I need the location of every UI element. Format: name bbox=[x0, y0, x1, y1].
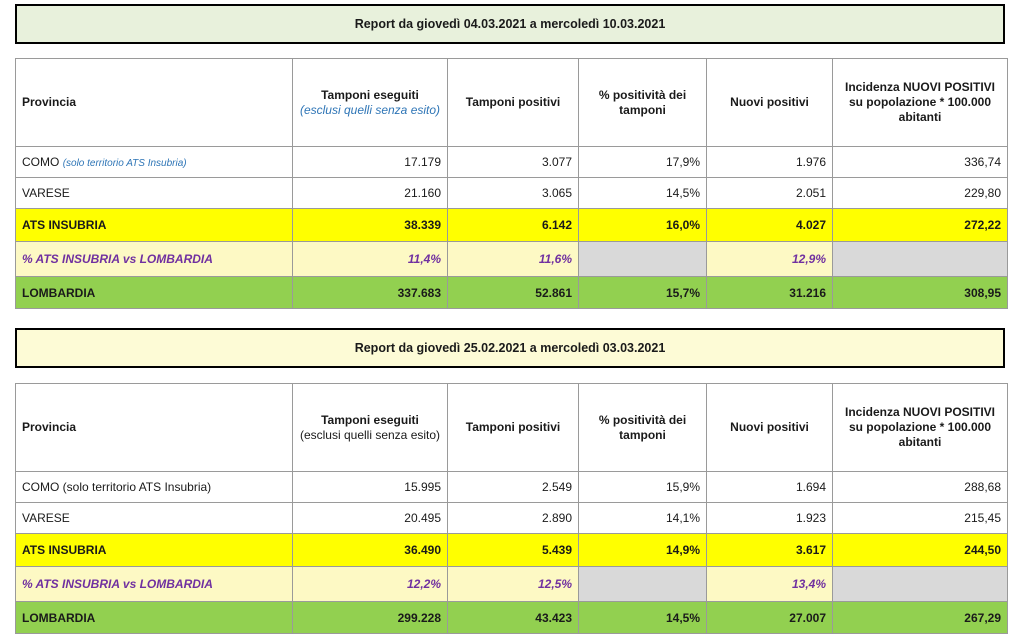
cell-tamponi-eseguiti: 17.179 bbox=[292, 146, 448, 178]
cell-nuovi-positivi: 2.051 bbox=[706, 177, 833, 209]
cell-tamponi-positivi: 52.861 bbox=[447, 276, 579, 309]
cell-provincia: COMO (solo territorio ATS Insubria) bbox=[15, 471, 293, 503]
cell-positivita: 16,0% bbox=[578, 208, 707, 242]
cell-provincia: ATS INSUBRIA bbox=[15, 208, 293, 242]
cell-nuovi-positivi: 27.007 bbox=[706, 601, 833, 634]
table-row-pct-vs-lombardia: % ATS INSUBRIA vs LOMBARDIA 12,2% 12,5% … bbox=[15, 566, 1008, 602]
cell-incidenza: 215,45 bbox=[832, 502, 1008, 534]
cell-nuovi-positivi: 31.216 bbox=[706, 276, 833, 309]
cell-positivita: 15,7% bbox=[578, 276, 707, 309]
cell-nuovi-positivi: 4.027 bbox=[706, 208, 833, 242]
table-row-como: COMO (solo territorio ATS Insubria) 17.1… bbox=[15, 146, 1008, 178]
cell-positivita: 14,5% bbox=[578, 177, 707, 209]
cell-tamponi-positivi: 2.890 bbox=[447, 502, 579, 534]
cell-tamponi-eseguiti: 36.490 bbox=[292, 533, 448, 567]
cell-provincia: LOMBARDIA bbox=[15, 276, 293, 309]
header-tamponi-eseguiti-label: Tamponi eseguiti bbox=[321, 87, 419, 102]
header-tamponi-eseguiti-note: (esclusi quelli senza esito) bbox=[299, 427, 441, 442]
header-tamponi-eseguiti-label: Tamponi eseguiti bbox=[321, 412, 419, 427]
report-table-2: Provincia Tamponi eseguiti (esclusi quell… bbox=[15, 383, 1008, 634]
cell-provincia: ATS INSUBRIA bbox=[15, 533, 293, 567]
cell-tamponi-eseguiti: 337.683 bbox=[292, 276, 448, 309]
cell-nuovi-positivi: 1.976 bbox=[706, 146, 833, 178]
cell-incidenza: 272,22 bbox=[832, 208, 1008, 242]
report-table-1: Provincia Tamponi eseguiti (esclusi quell… bbox=[15, 58, 1008, 309]
header-nuovi-positivi: Nuovi positivi bbox=[706, 58, 833, 147]
header-provincia: Provincia bbox=[15, 383, 293, 472]
header-tamponi-eseguiti-note: (esclusi quelli senza esito) bbox=[299, 102, 441, 117]
cell-tamponi-eseguiti: 299.228 bbox=[292, 601, 448, 634]
cell-nuovi-positivi: 13,4% bbox=[706, 566, 833, 602]
cell-nuovi-positivi: 1.923 bbox=[706, 502, 833, 534]
cell-tamponi-positivi: 3.065 bbox=[447, 177, 579, 209]
cell-provincia: % ATS INSUBRIA vs LOMBARDIA bbox=[15, 566, 293, 602]
cell-tamponi-positivi: 2.549 bbox=[447, 471, 579, 503]
header-tamponi-eseguiti: Tamponi eseguiti (esclusi quelli senza es… bbox=[292, 58, 448, 147]
cell-tamponi-eseguiti: 15.995 bbox=[292, 471, 448, 503]
table-row-varese: VARESE 20.495 2.890 14,1% 1.923 215,45 bbox=[15, 502, 1008, 534]
cell-incidenza: 336,74 bbox=[832, 146, 1008, 178]
table-row-como: COMO (solo territorio ATS Insubria) 15.9… bbox=[15, 471, 1008, 503]
cell-tamponi-positivi: 6.142 bbox=[447, 208, 579, 242]
report-title-1: Report da giovedì 04.03.2021 a mercoledì… bbox=[15, 4, 1005, 44]
header-incidenza: Incidenza NUOVI POSITIVI su popolazione … bbox=[832, 383, 1008, 472]
cell-positivita: 14,1% bbox=[578, 502, 707, 534]
header-positivita: % positività dei tamponi bbox=[578, 383, 707, 472]
cell-positivita: 14,5% bbox=[578, 601, 707, 634]
cell-tamponi-positivi: 11,6% bbox=[447, 241, 579, 277]
table-row-varese: VARESE 21.160 3.065 14,5% 2.051 229,80 bbox=[15, 177, 1008, 209]
cell-tamponi-positivi: 3.077 bbox=[447, 146, 579, 178]
header-incidenza: Incidenza NUOVI POSITIVI su popolazione … bbox=[832, 58, 1008, 147]
header-tamponi-positivi: Tamponi positivi bbox=[447, 383, 579, 472]
table-row-lombardia: LOMBARDIA 299.228 43.423 14,5% 27.007 26… bbox=[15, 601, 1008, 634]
cell-provincia: VARESE bbox=[15, 502, 293, 534]
cell-nuovi-positivi: 3.617 bbox=[706, 533, 833, 567]
cell-tamponi-eseguiti: 21.160 bbox=[292, 177, 448, 209]
cell-positivita-empty bbox=[578, 241, 707, 277]
cell-tamponi-positivi: 5.439 bbox=[447, 533, 579, 567]
cell-incidenza: 229,80 bbox=[832, 177, 1008, 209]
cell-positivita-empty bbox=[578, 566, 707, 602]
cell-incidenza-empty bbox=[832, 241, 1008, 277]
cell-positivita: 14,9% bbox=[578, 533, 707, 567]
cell-incidenza: 244,50 bbox=[832, 533, 1008, 567]
header-tamponi-positivi: Tamponi positivi bbox=[447, 58, 579, 147]
header-nuovi-positivi: Nuovi positivi bbox=[706, 383, 833, 472]
header-tamponi-eseguiti: Tamponi eseguiti (esclusi quelli senza es… bbox=[292, 383, 448, 472]
cell-nuovi-positivi: 12,9% bbox=[706, 241, 833, 277]
report-title-2: Report da giovedì 25.02.2021 a mercoledì… bbox=[15, 328, 1005, 368]
cell-incidenza: 308,95 bbox=[832, 276, 1008, 309]
cell-incidenza: 288,68 bbox=[832, 471, 1008, 503]
cell-incidenza-empty bbox=[832, 566, 1008, 602]
cell-positivita: 15,9% bbox=[578, 471, 707, 503]
table-row-lombardia: LOMBARDIA 337.683 52.861 15,7% 31.216 30… bbox=[15, 276, 1008, 309]
header-positivita: % positività dei tamponi bbox=[578, 58, 707, 147]
provincia-name: COMO bbox=[22, 155, 60, 169]
table-row-ats-insubria: ATS INSUBRIA 38.339 6.142 16,0% 4.027 27… bbox=[15, 208, 1008, 242]
cell-incidenza: 267,29 bbox=[832, 601, 1008, 634]
cell-nuovi-positivi: 1.694 bbox=[706, 471, 833, 503]
table-row-pct-vs-lombardia: % ATS INSUBRIA vs LOMBARDIA 11,4% 11,6% … bbox=[15, 241, 1008, 277]
cell-tamponi-eseguiti: 12,2% bbox=[292, 566, 448, 602]
table-row-ats-insubria: ATS INSUBRIA 36.490 5.439 14,9% 3.617 24… bbox=[15, 533, 1008, 567]
cell-provincia: VARESE bbox=[15, 177, 293, 209]
cell-tamponi-eseguiti: 38.339 bbox=[292, 208, 448, 242]
cell-provincia: COMO (solo territorio ATS Insubria) bbox=[15, 146, 293, 178]
cell-tamponi-positivi: 43.423 bbox=[447, 601, 579, 634]
cell-positivita: 17,9% bbox=[578, 146, 707, 178]
provincia-note: (solo territorio ATS Insubria) bbox=[62, 158, 187, 169]
cell-tamponi-positivi: 12,5% bbox=[447, 566, 579, 602]
table-header: Provincia Tamponi eseguiti (esclusi quell… bbox=[15, 383, 1008, 472]
cell-provincia: LOMBARDIA bbox=[15, 601, 293, 634]
cell-tamponi-eseguiti: 20.495 bbox=[292, 502, 448, 534]
cell-tamponi-eseguiti: 11,4% bbox=[292, 241, 448, 277]
cell-provincia: % ATS INSUBRIA vs LOMBARDIA bbox=[15, 241, 293, 277]
header-provincia: Provincia bbox=[15, 58, 293, 147]
table-header: Provincia Tamponi eseguiti (esclusi quell… bbox=[15, 58, 1008, 147]
